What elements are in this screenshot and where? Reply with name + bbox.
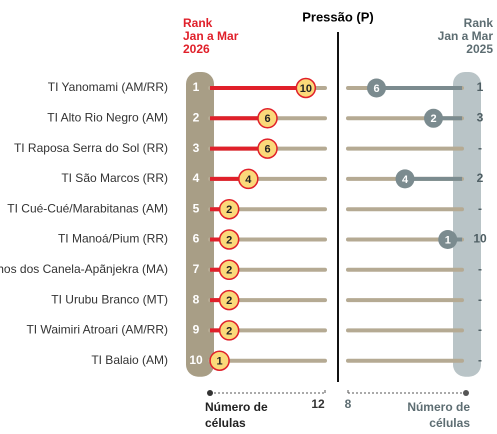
rank-header: Rank [183, 16, 213, 30]
axis-dot [207, 390, 213, 396]
rank-2025: - [478, 141, 482, 155]
rank-header: 2025 [466, 42, 493, 56]
value-label: 2 [226, 234, 232, 246]
rank-2025: - [478, 323, 482, 337]
rank-2025: 2 [477, 171, 484, 185]
category-label: TI Waimiri Atroari (AM/RR) [26, 323, 168, 337]
marker [218, 289, 240, 311]
category-label: TI Balaio (AM) [91, 353, 168, 367]
axis-dot [463, 390, 469, 396]
value-label: 4 [245, 174, 252, 186]
rank-2026: 1 [193, 80, 200, 94]
category-label: TI São Marcos (RR) [61, 171, 168, 185]
rank-header: 2026 [183, 42, 210, 56]
category-label: TI Alto Rio Negro (AM) [47, 110, 168, 124]
value-label: 2 [226, 325, 232, 337]
marker [395, 169, 415, 189]
rank-2026: 9 [193, 323, 200, 337]
rank-2025: - [478, 353, 482, 367]
rank-2025: - [478, 292, 482, 306]
rank-2026: 3 [193, 141, 200, 155]
x-axis-label: Número de [205, 400, 268, 414]
marker [257, 138, 278, 159]
rank-2026: 7 [193, 262, 200, 276]
value-label: 4 [402, 174, 409, 186]
value-label: 2 [226, 295, 232, 307]
marker [295, 77, 317, 99]
rank-2026: 10 [189, 353, 203, 367]
value-label: 6 [373, 83, 379, 95]
value-label: 1 [217, 356, 223, 368]
marker [209, 350, 230, 371]
x2-axis-label: Número de [407, 400, 470, 414]
category-label: TI Manoá/Pium (RR) [58, 232, 168, 246]
marker [438, 230, 458, 249]
marker [218, 259, 240, 281]
value-label: 2 [226, 204, 232, 216]
marker [218, 229, 240, 250]
rank-header: Jan a Mar [438, 29, 494, 43]
value-label: 1 [445, 234, 451, 246]
marker [218, 320, 240, 341]
marker [257, 108, 278, 129]
rank-2026: 4 [193, 171, 200, 185]
value-label: 2 [226, 265, 232, 277]
marker [424, 108, 443, 128]
category-label: TI Porquinhos dos Canela-Apãnjekra (MA) [0, 262, 168, 276]
category-label: TI Yanomami (AM/RR) [48, 80, 168, 94]
value-label: 6 [264, 144, 270, 156]
rank-2025: 3 [477, 110, 484, 124]
rank-2025: - [478, 201, 482, 215]
marker [218, 198, 240, 220]
chart-title: Pressão (P) [302, 9, 374, 24]
rank-pill [186, 72, 214, 377]
rank-2025: - [478, 262, 482, 276]
rank-2026: 5 [193, 201, 200, 215]
value-label: 10 [300, 83, 312, 95]
rank-2026: 6 [193, 232, 200, 246]
marker [367, 78, 386, 98]
category-label: TI Urubu Branco (MT) [51, 292, 168, 306]
category-label: TI Raposa Serra do Sol (RR) [14, 141, 168, 155]
value-label: 2 [430, 113, 436, 125]
x-axis-label: células [205, 416, 246, 430]
rank-2026: 2 [193, 110, 200, 124]
category-label: TI Cué-Cué/Marabitanas (AM) [7, 201, 168, 215]
rank-2026: 8 [193, 292, 200, 306]
value-label: 6 [264, 113, 270, 125]
x2-tick-label: 8 [345, 397, 352, 411]
marker [238, 168, 259, 190]
rank-header: Jan a Mar [183, 29, 239, 43]
x-tick-label: 12 [311, 397, 325, 411]
rank-header: Rank [464, 16, 494, 30]
rank-2025: 1 [477, 80, 484, 94]
x2-axis-label: células [429, 416, 470, 430]
rank-2025: 10 [473, 232, 487, 246]
